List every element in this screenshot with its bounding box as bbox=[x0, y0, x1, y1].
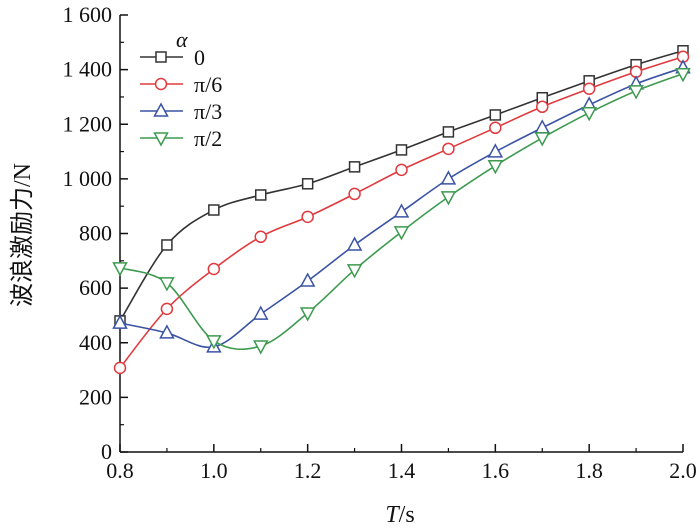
y-tick-label: 1 000 bbox=[63, 166, 113, 191]
data-point bbox=[534, 119, 551, 134]
data-point bbox=[207, 262, 221, 276]
data-point bbox=[299, 307, 316, 322]
y-tick-label: 1 400 bbox=[63, 57, 113, 82]
x-tick-label: 1.4 bbox=[388, 458, 416, 483]
legend-marker bbox=[153, 132, 169, 147]
data-point bbox=[442, 142, 455, 156]
data-point bbox=[112, 262, 128, 277]
axes: 0 200 400 600 800 1 000 1 200 1 400 1 600 0.8 1.0 1… bbox=[63, 2, 697, 483]
data-point bbox=[301, 210, 314, 224]
data-point bbox=[489, 109, 502, 121]
series-lines bbox=[112, 45, 691, 375]
data-point bbox=[348, 187, 361, 201]
x-tick-label: 0.8 bbox=[106, 458, 134, 483]
data-point bbox=[582, 82, 596, 95]
legend-marker bbox=[155, 51, 167, 63]
y-tick-label: 800 bbox=[79, 221, 112, 246]
y-tick-label: 1 600 bbox=[63, 2, 113, 27]
data-point bbox=[395, 163, 408, 177]
data-point bbox=[536, 100, 549, 114]
data-point bbox=[161, 239, 173, 251]
data-point bbox=[346, 264, 363, 279]
data-point bbox=[159, 324, 175, 339]
data-point bbox=[487, 160, 504, 175]
data-point bbox=[348, 161, 361, 173]
data-point bbox=[393, 226, 410, 241]
data-point bbox=[112, 314, 128, 329]
data-point bbox=[254, 230, 267, 244]
legend-marker bbox=[153, 102, 169, 117]
legend-label: π/3 bbox=[194, 99, 222, 124]
legend-label: π/2 bbox=[194, 126, 222, 151]
data-point bbox=[301, 178, 314, 190]
data-point bbox=[159, 277, 175, 292]
data-point bbox=[255, 189, 267, 201]
data-point bbox=[675, 67, 691, 83]
data-point bbox=[442, 126, 455, 138]
data-point bbox=[440, 170, 457, 185]
x-tick-label: 1.6 bbox=[482, 458, 510, 483]
data-point bbox=[393, 203, 410, 218]
x-tick-label: 1.2 bbox=[294, 458, 322, 483]
data-point bbox=[487, 143, 504, 158]
y-tick-label: 1 200 bbox=[63, 111, 113, 136]
data-point bbox=[346, 236, 363, 251]
y-axis-label: 波浪激励力/N bbox=[9, 163, 36, 307]
legend-title: α bbox=[176, 27, 188, 52]
x-tick-label: 1.8 bbox=[575, 458, 603, 483]
legend: α0π/6π/3π/2 bbox=[140, 27, 222, 151]
data-point bbox=[489, 121, 502, 135]
data-point bbox=[160, 302, 174, 316]
y-tick-label: 0 bbox=[101, 439, 112, 464]
legend-label: π/6 bbox=[194, 72, 222, 97]
y-tick-label: 600 bbox=[79, 275, 112, 300]
data-point bbox=[534, 132, 551, 147]
series-3 bbox=[112, 67, 691, 355]
data-point bbox=[299, 272, 316, 287]
y-tick-label: 400 bbox=[79, 330, 112, 355]
data-point bbox=[206, 335, 222, 350]
data-point bbox=[440, 191, 457, 206]
legend-marker bbox=[154, 77, 168, 91]
data-point bbox=[113, 361, 127, 375]
data-point bbox=[581, 107, 597, 122]
y-tick-label: 200 bbox=[79, 384, 112, 409]
x-axis-label: T/s bbox=[385, 502, 414, 528]
data-point bbox=[628, 85, 644, 100]
x-tick-label: 2.0 bbox=[669, 458, 697, 483]
data-point bbox=[395, 144, 408, 156]
data-point bbox=[252, 305, 269, 320]
legend-label: 0 bbox=[194, 45, 205, 70]
data-point bbox=[208, 204, 220, 216]
data-point bbox=[252, 340, 269, 355]
x-tick-label: 1.0 bbox=[200, 458, 228, 483]
